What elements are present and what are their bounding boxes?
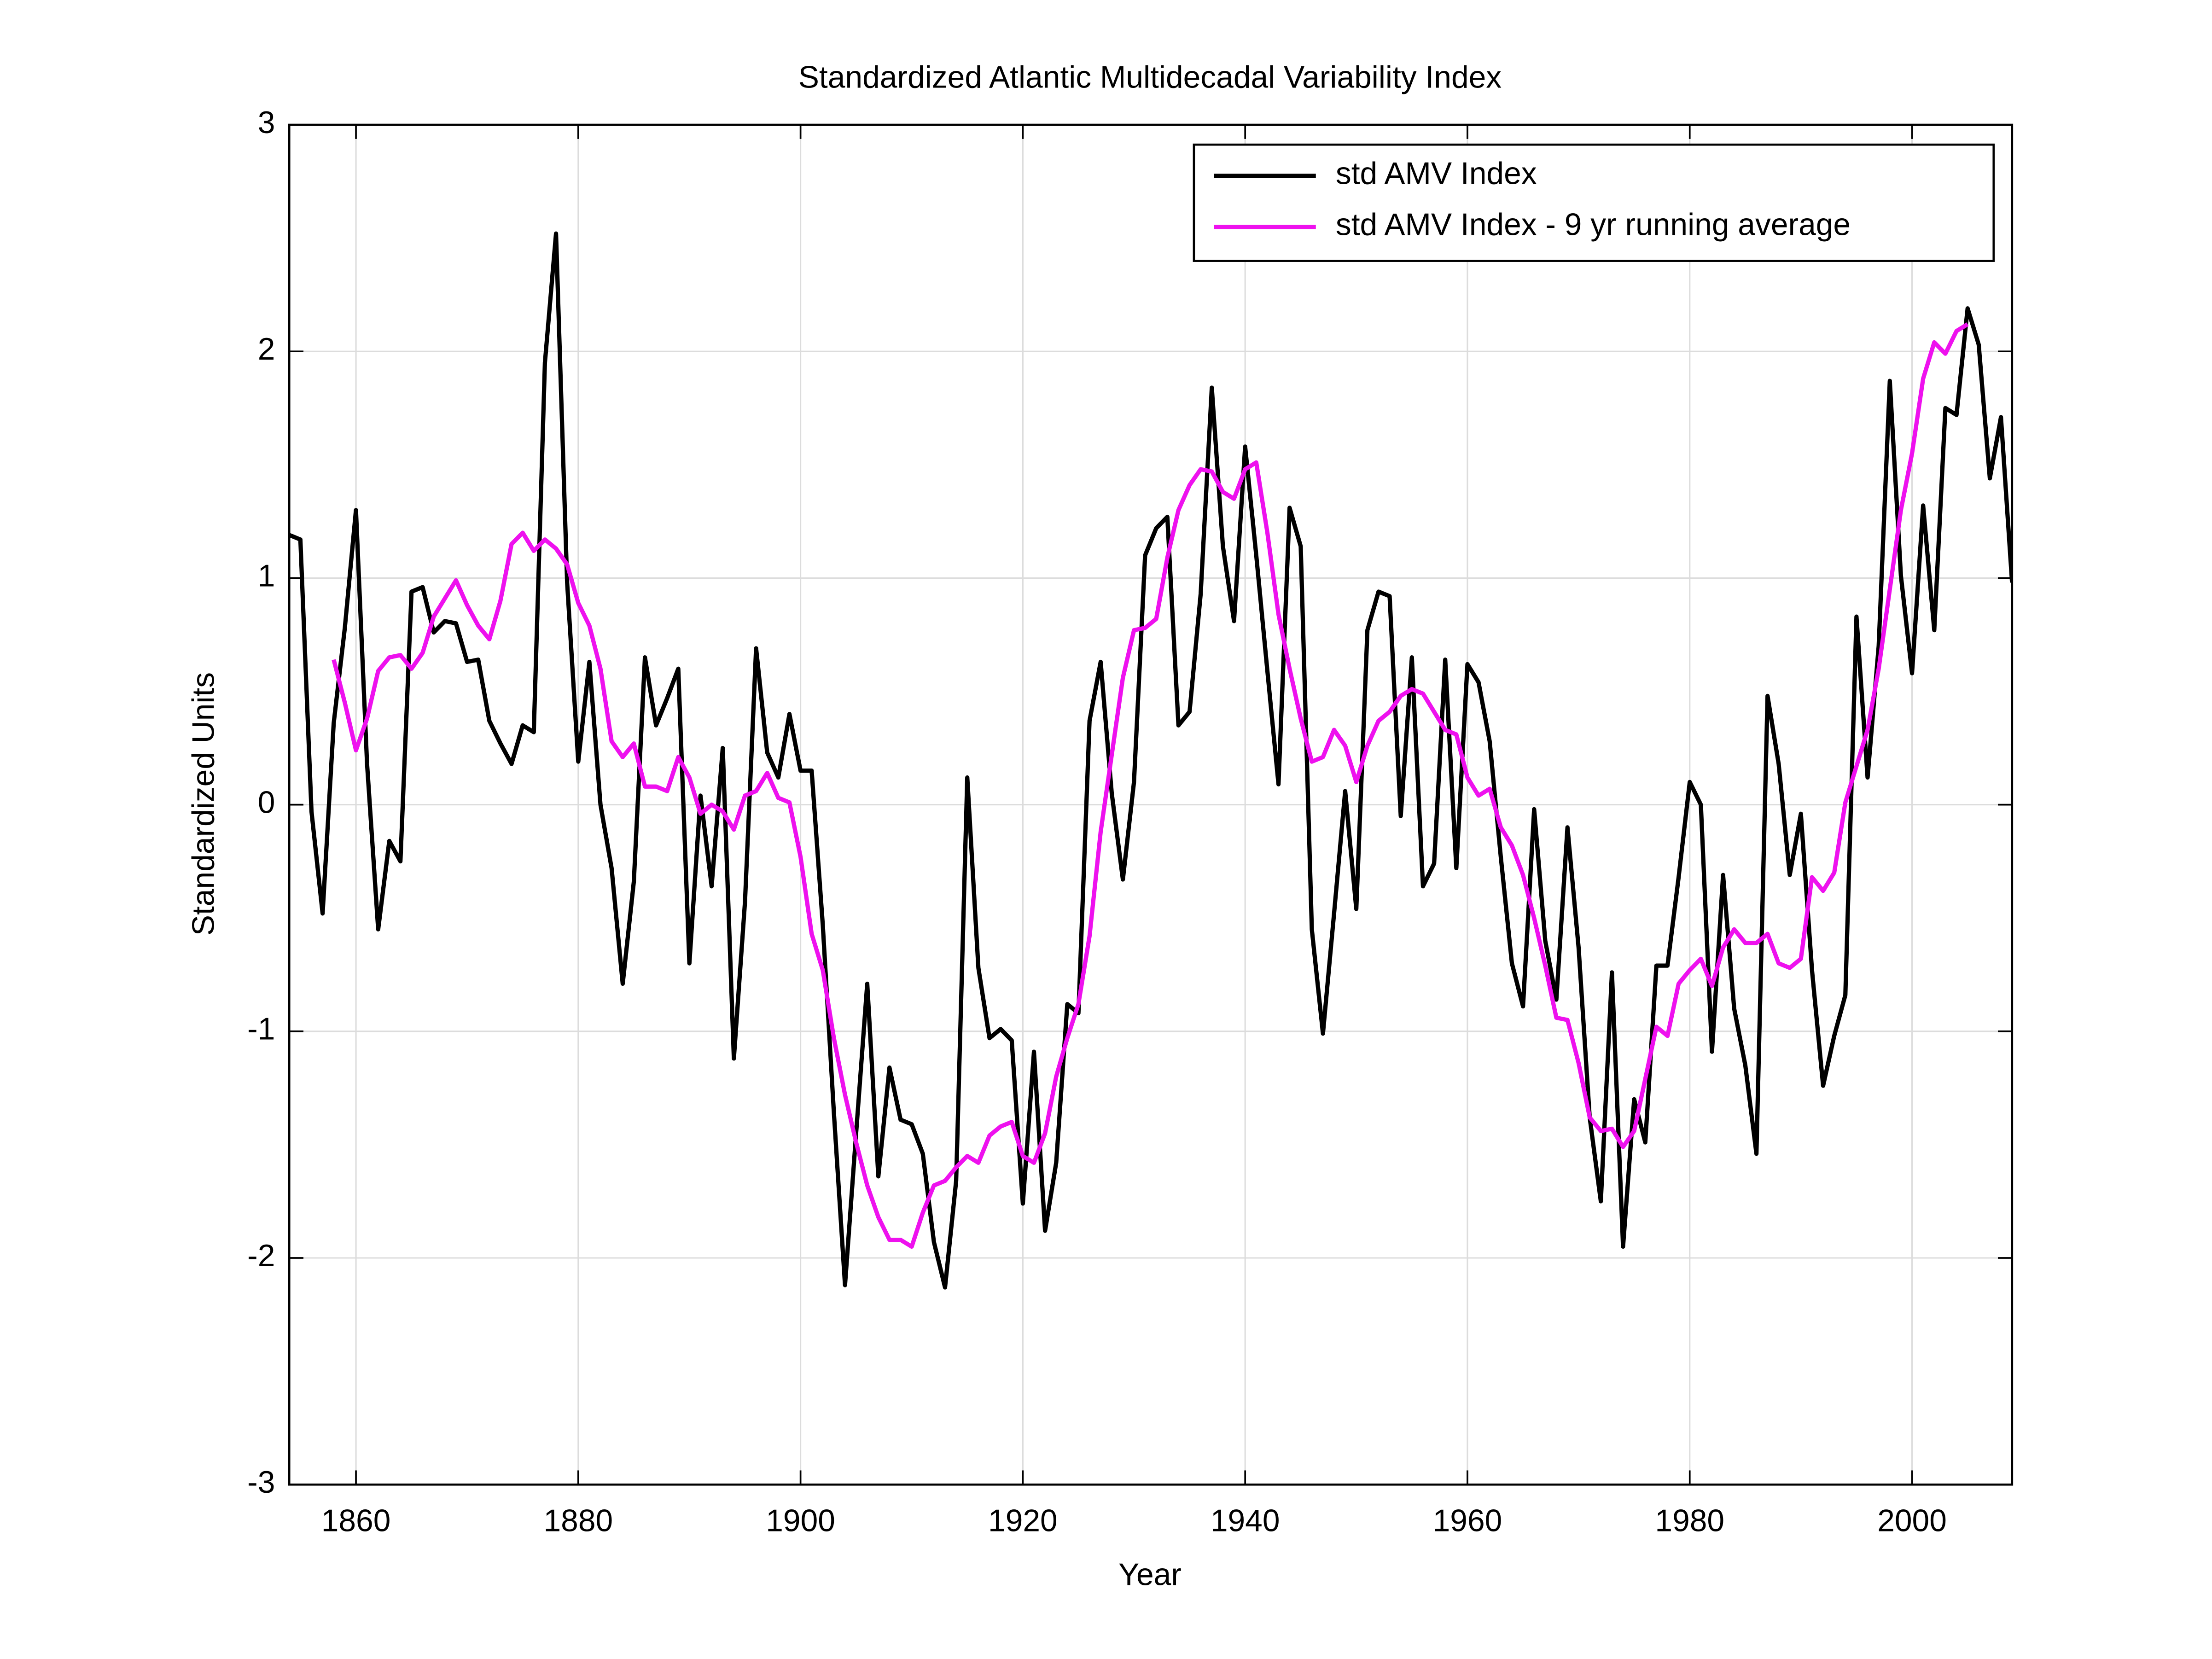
y-tick-label: -3 [247,1465,275,1500]
plot-frame [288,123,2014,1486]
y-tick-label: -1 [247,1012,275,1047]
x-tick-label: 1920 [988,1503,1058,1538]
data-line [332,322,1969,1249]
legend-label: std AMV Index - 9 yr running average [1336,208,1851,242]
legend-box [1193,143,1995,262]
x-tick-label: 1940 [1211,1503,1280,1538]
y-tick-label: 2 [258,332,275,367]
legend-label: std AMV Index [1336,157,1537,191]
y-axis-label: Standardized Units [186,672,221,936]
data-line [289,231,2012,1290]
y-tick-label: -2 [247,1239,275,1273]
x-tick-label: 1900 [766,1503,835,1538]
y-tick-label: 1 [258,559,275,593]
x-tick-label: 1880 [543,1503,613,1538]
x-axis-label: Year [1118,1557,1182,1592]
chart-title: Standardized Atlantic Multidecadal Varia… [798,60,1502,94]
y-tick-label: 0 [258,785,275,820]
y-tick-label: 3 [258,105,275,140]
x-tick-label: 1860 [321,1503,391,1538]
x-tick-label: 2000 [1877,1503,1947,1538]
x-tick-label: 1960 [1433,1503,1502,1538]
x-tick-label: 1980 [1655,1503,1724,1538]
